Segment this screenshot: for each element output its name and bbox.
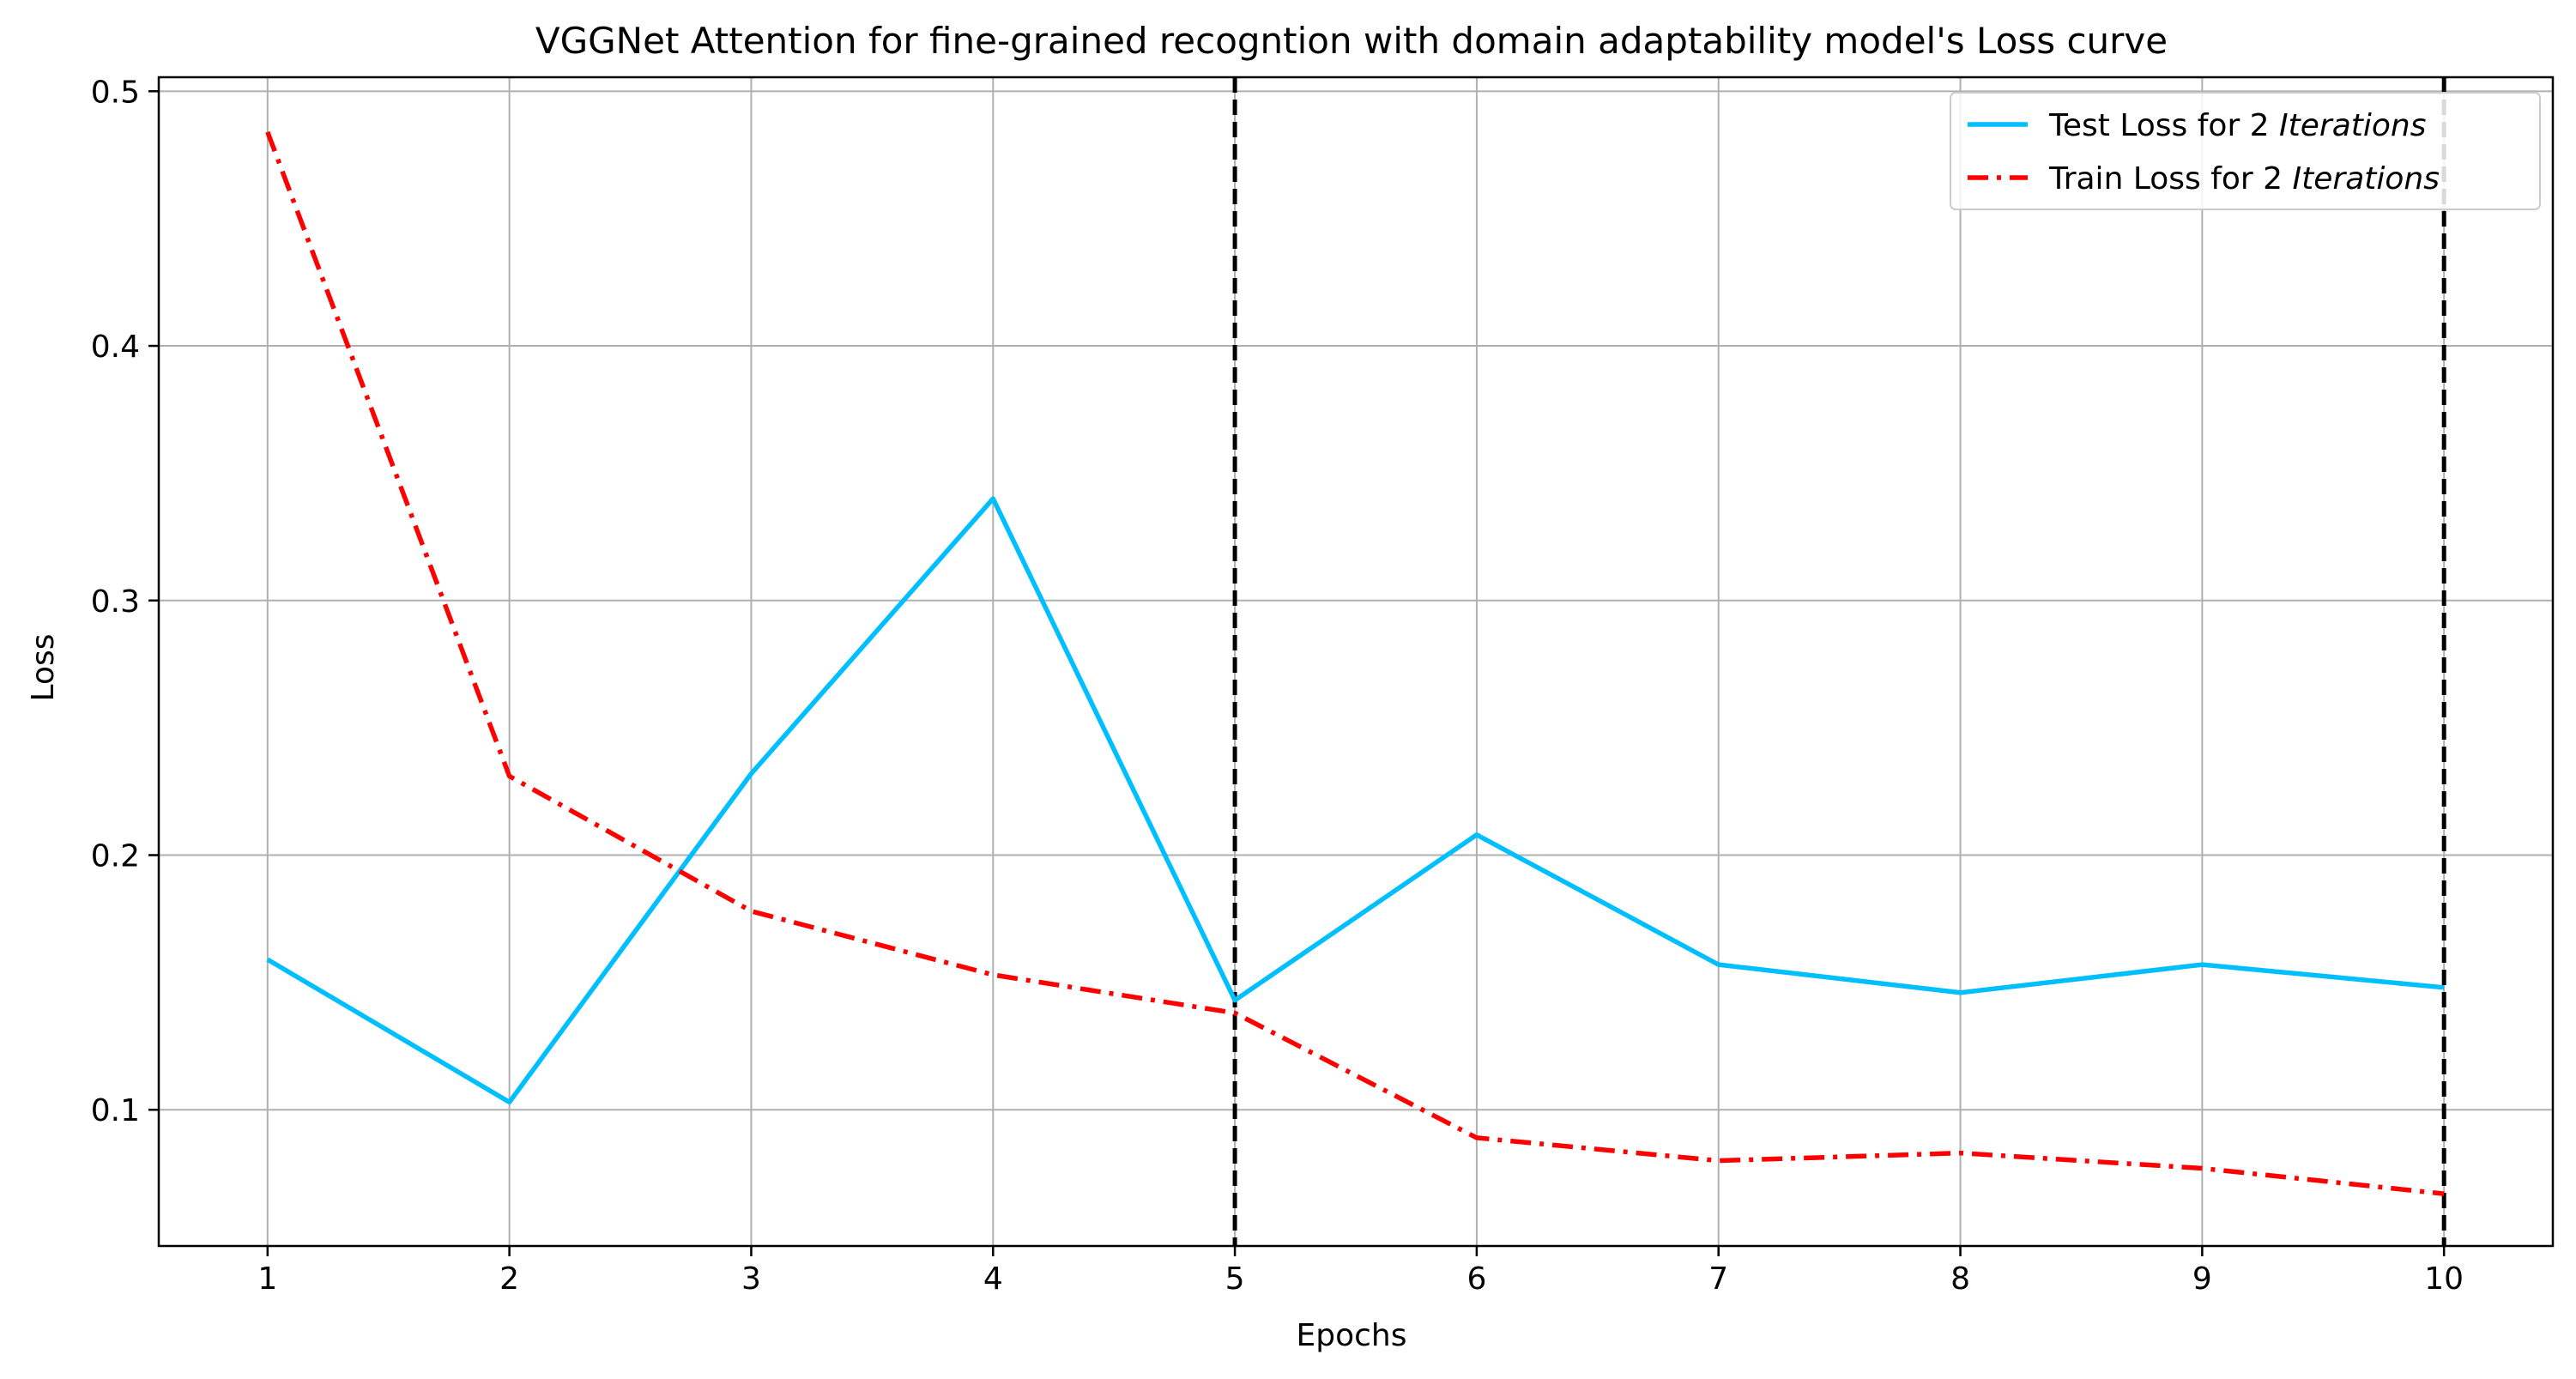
legend-label-1-italic: Iterations (2279, 108, 2426, 143)
x-tick-label-7: 7 (1708, 1261, 1728, 1297)
legend-label-1: Test Loss for 2 Iterations (2048, 108, 2427, 143)
legend-label-1-prefix: Test Loss for 2 (2048, 108, 2279, 143)
x-tick-label-8: 8 (1950, 1261, 1970, 1297)
y-tick-label-1: 0.1 (91, 1093, 140, 1128)
y-tick-label-4: 0.4 (91, 330, 140, 365)
x-tick-label-3: 3 (741, 1261, 761, 1297)
x-tick-label-2: 2 (499, 1261, 519, 1297)
legend-label-2-prefix: Train Loss for 2 (2048, 161, 2293, 197)
y-axis-label: Loss (26, 634, 61, 702)
vertical-markers (1232, 77, 2446, 1246)
y-tick-label-5: 0.5 (91, 75, 140, 110)
series-line-1 (266, 496, 2445, 1105)
plot-frame (157, 76, 2555, 1248)
x-axis-ticks: 1 2 3 4 5 6 7 8 9 10 (257, 1246, 2464, 1297)
x-axis-label: Epochs (1297, 1318, 1407, 1353)
x-tick-label-5: 5 (1225, 1261, 1245, 1297)
chart-title: VGGNet Attention for fine-grained recogn… (535, 20, 2168, 62)
x-tick-label-10: 10 (2424, 1261, 2464, 1297)
legend-label-2-italic: Iterations (2293, 161, 2440, 197)
series-lines (265, 130, 2445, 1196)
y-tick-label-3: 0.3 (91, 584, 140, 620)
legend-label-2: Train Loss for 2 Iterations (2048, 161, 2440, 197)
y-axis-ticks: 0.1 0.2 0.3 0.4 0.5 (91, 75, 159, 1128)
legend-box (1950, 92, 2541, 210)
y-tick-label-2: 0.2 (91, 839, 140, 874)
x-tick-label-1: 1 (257, 1261, 277, 1297)
x-tick-label-9: 9 (2192, 1261, 2212, 1297)
x-tick-label-4: 4 (983, 1261, 1003, 1297)
x-tick-label-6: 6 (1466, 1261, 1486, 1297)
